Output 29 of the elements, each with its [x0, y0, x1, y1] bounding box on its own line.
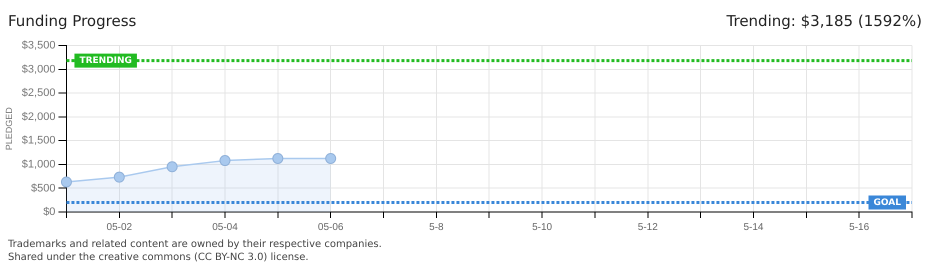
text: Trademarks and related content are owned by their respective companies. [8, 239, 382, 250]
y-axis-title: PLEDGED [4, 106, 14, 150]
x-tick-label: 05-06 [318, 222, 344, 233]
point [166, 161, 178, 172]
x-tick-label: 05-04 [212, 222, 238, 233]
ref-line-label: TRENDING [79, 56, 132, 66]
y-tick-label: $3,000 [22, 63, 56, 76]
text: Shared under the creative commons (CC BY-NC 3.0) license. [8, 252, 309, 263]
point [219, 155, 230, 166]
text: Trending: $3,185 (1592%) [726, 12, 922, 30]
y-tick-label: $0 [43, 206, 56, 218]
y-tick-label: $2,000 [22, 110, 56, 123]
point [114, 172, 125, 183]
point [60, 176, 72, 188]
point [325, 152, 336, 164]
x-tick-label: 05-02 [106, 222, 133, 233]
x-tick-label: 5-14 [743, 222, 764, 233]
x-tick-label: 5-16 [849, 222, 870, 233]
y-tick-label: $500 [30, 182, 56, 194]
x-tick-label: 5-12 [638, 222, 658, 233]
point [272, 152, 284, 164]
x-tick-label: 5-10 [532, 222, 553, 233]
x-tick-label: 5-8 [429, 222, 444, 233]
y-tick-label: $2,500 [22, 87, 56, 100]
chart-title: Funding Progress [8, 12, 136, 30]
y-tick-label: $1,500 [22, 134, 56, 147]
ref-line-label: GOAL [874, 198, 902, 208]
y-tick-label: $1,000 [22, 158, 56, 170]
y-tick-label: $3,500 [22, 40, 56, 52]
